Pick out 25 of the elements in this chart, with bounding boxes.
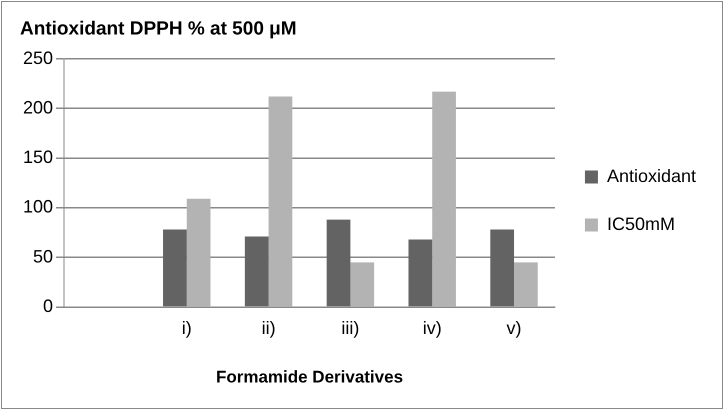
- bar: [490, 230, 514, 306]
- x-tick-label: i): [182, 318, 192, 338]
- bar: [186, 198, 210, 306]
- y-tick-label: 50: [33, 246, 54, 266]
- bar: [514, 262, 538, 306]
- bar: [268, 96, 292, 306]
- bar: [326, 220, 350, 306]
- y-tick-label: 100: [22, 196, 54, 217]
- bar: [244, 236, 269, 306]
- y-tick-label: 150: [22, 147, 54, 168]
- y-tick-label: 200: [22, 97, 54, 118]
- y-tick-label: 0: [43, 296, 54, 316]
- x-tick-label: iv): [422, 318, 442, 338]
- legend-label: IC50mM: [606, 214, 675, 234]
- x-tick-label: iii): [341, 318, 360, 338]
- bar: [432, 92, 456, 306]
- x-axis-title: Formamide Derivatives: [216, 367, 404, 386]
- legend-label: Antioxidant: [606, 166, 696, 186]
- bar: [350, 262, 374, 306]
- chart-title: Antioxidant DPPH % at 500 μM: [20, 18, 297, 40]
- x-tick-label: ii): [262, 318, 276, 338]
- bar: [408, 239, 432, 306]
- y-tick-label: 250: [22, 48, 54, 68]
- bar: [163, 230, 187, 306]
- x-tick-label: v): [506, 318, 522, 338]
